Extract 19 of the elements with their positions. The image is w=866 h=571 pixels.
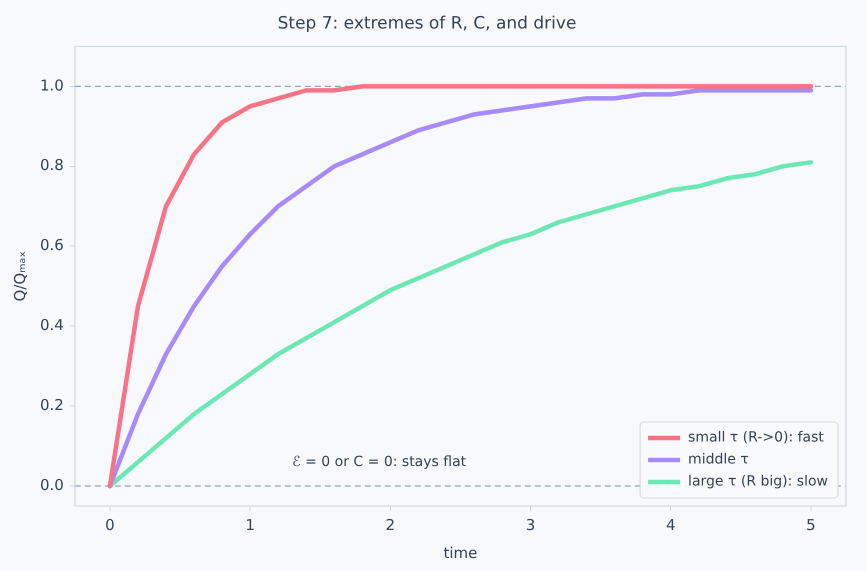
legend-label: middle τ — [688, 452, 749, 468]
annotation: ℰ = 0 or C = 0: stays flat — [292, 454, 467, 470]
y-tick-label: 0.4 — [40, 316, 64, 334]
x-tick-label: 1 — [245, 516, 255, 534]
x-tick-label: 3 — [526, 516, 536, 534]
legend-label: large τ (R big): slow — [688, 474, 828, 490]
x-tick-label: 5 — [806, 516, 816, 534]
y-tick-label: 1.0 — [40, 76, 64, 94]
y-tick-label: 0.6 — [40, 236, 64, 254]
y-tick-label: 0.8 — [40, 156, 64, 174]
y-tick-label: 0.2 — [40, 396, 64, 414]
y-tick-label: 0.0 — [40, 476, 64, 494]
legend-label: small τ (R->0): fast — [688, 430, 824, 446]
x-tick-label: 2 — [386, 516, 396, 534]
y-axis-title: Q/Qₘₐₓ — [10, 250, 29, 302]
x-tick-label: 0 — [105, 516, 115, 534]
x-axis-title: time — [443, 544, 478, 562]
x-tick-label: 4 — [666, 516, 676, 534]
chart-title: Step 7: extremes of R, C, and drive — [278, 14, 576, 34]
